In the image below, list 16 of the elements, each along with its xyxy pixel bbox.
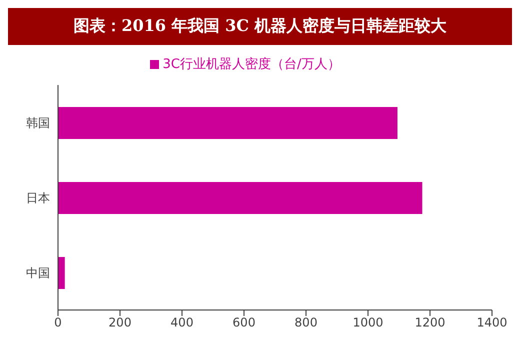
- y-tick-label: 中国: [26, 266, 50, 280]
- x-tick-label: 800: [294, 316, 318, 330]
- x-tick-label: 400: [170, 316, 194, 330]
- bar: [58, 107, 398, 139]
- bar: [58, 257, 65, 289]
- x-tick-label: 1400: [476, 316, 508, 330]
- bar: [58, 182, 422, 214]
- x-tick-label: 600: [232, 316, 256, 330]
- y-tick-label: 韩国: [26, 116, 50, 130]
- x-tick-label: 0: [54, 316, 62, 330]
- legend-label: 3C行业机器人密度（台/万人）: [162, 57, 340, 72]
- x-tick-label: 1200: [414, 316, 446, 330]
- x-tick-label: 200: [108, 316, 132, 330]
- x-tick-label: 1000: [352, 316, 384, 330]
- chart-title: 图表：2016 年我国 3C 机器人密度与日韩差距较大: [8, 8, 512, 45]
- y-tick-label: 日本: [26, 190, 50, 205]
